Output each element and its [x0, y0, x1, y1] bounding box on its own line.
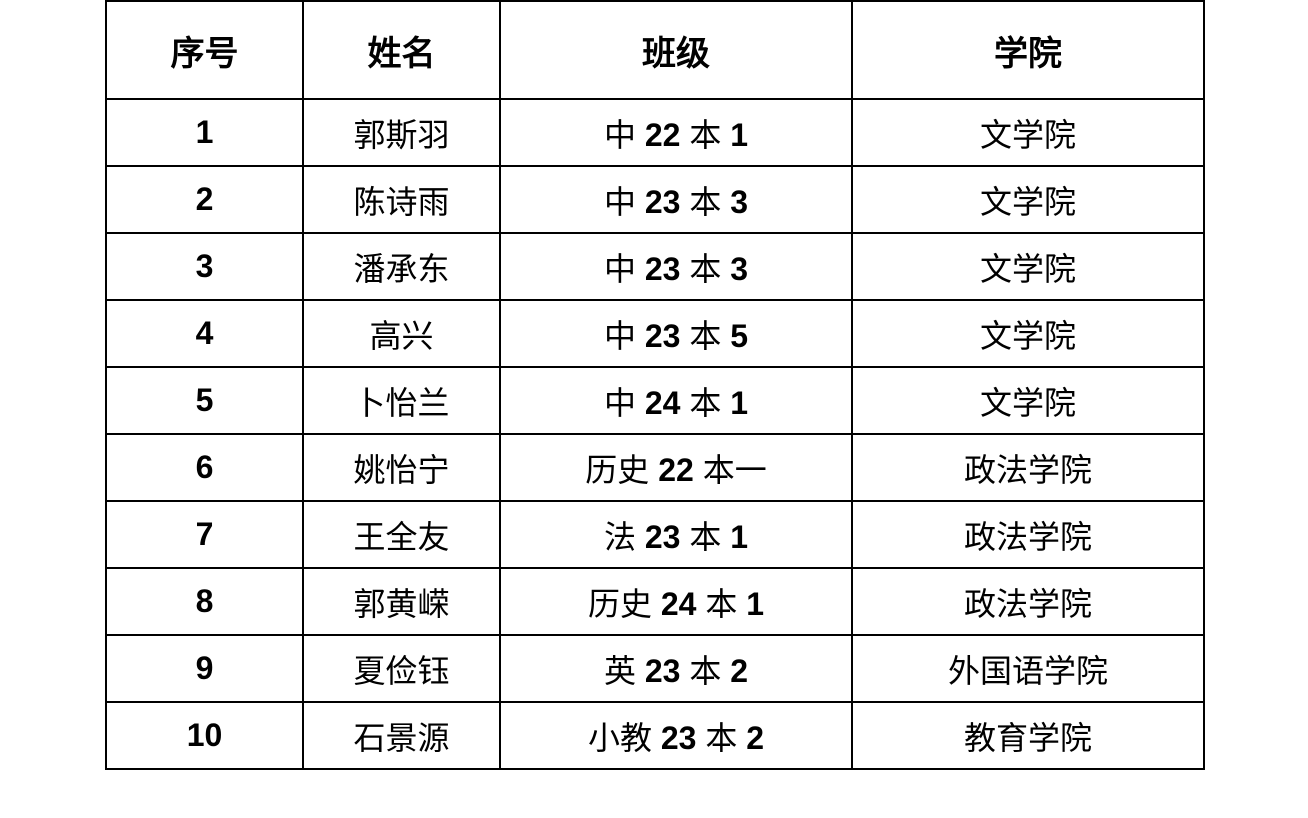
table-row: 8 郭黄嵘 历史 24 本 1 政法学院 [105, 567, 1205, 636]
cell-college: 外国语学院 [851, 634, 1205, 703]
cell-index: 10 [105, 701, 304, 770]
header-row: 序号 姓名 班级 学院 [105, 0, 1205, 100]
header-class: 班级 [499, 0, 853, 100]
cell-index: 7 [105, 500, 304, 569]
cell-name: 王全友 [302, 500, 501, 569]
cell-college: 文学院 [851, 366, 1205, 435]
cell-name: 姚怡宁 [302, 433, 501, 502]
table-row: 2 陈诗雨中 23 本 3 文学院 [105, 165, 1205, 234]
cell-name: 夏俭钰 [302, 634, 501, 703]
cell-name: 郭斯羽 [302, 98, 501, 167]
cell-index: 2 [105, 165, 304, 234]
cell-college: 文学院 [851, 232, 1205, 301]
cell-class: 英 23 本 2 [499, 634, 853, 703]
cell-index: 4 [105, 299, 304, 368]
cell-class: 小教 23 本 2 [499, 701, 853, 770]
table-row: 4 高兴中 23 本 5 文学院 [105, 299, 1205, 368]
cell-name: 卜怡兰 [302, 366, 501, 435]
cell-name: 高兴 [302, 299, 501, 368]
cell-name: 石景源 [302, 701, 501, 770]
table-row: 1 郭斯羽中 22 本 1 文学院 [105, 98, 1205, 167]
table-row: 5 卜怡兰中 24 本 1 文学院 [105, 366, 1205, 435]
cell-name: 郭黄嵘 [302, 567, 501, 636]
cell-class: 历史 24 本 1 [499, 567, 853, 636]
cell-college: 教育学院 [851, 701, 1205, 770]
cell-class: 中 22 本 1 [499, 98, 853, 167]
cell-index: 8 [105, 567, 304, 636]
cell-index: 1 [105, 98, 304, 167]
cell-college: 政法学院 [851, 433, 1205, 502]
cell-college: 文学院 [851, 165, 1205, 234]
cell-class: 历史 22 本一 [499, 433, 853, 502]
cell-index: 3 [105, 232, 304, 301]
cell-index: 9 [105, 634, 304, 703]
cell-index: 5 [105, 366, 304, 435]
table-row: 3 潘承东中 23 本 3 文学院 [105, 232, 1205, 301]
cell-class: 中 23 本 3 [499, 165, 853, 234]
cell-index: 6 [105, 433, 304, 502]
cell-college: 政法学院 [851, 567, 1205, 636]
cell-college: 政法学院 [851, 500, 1205, 569]
cell-class: 法 23 本 1 [499, 500, 853, 569]
header-index: 序号 [105, 0, 304, 100]
cell-class: 中 23 本 3 [499, 232, 853, 301]
header-name: 姓名 [302, 0, 501, 100]
table-row: 6 姚怡宁 历史 22 本一 政法学院 [105, 433, 1205, 502]
table-row: 7 王全友法 23 本 1 政法学院 [105, 500, 1205, 569]
cell-name: 陈诗雨 [302, 165, 501, 234]
cell-class: 中 23 本 5 [499, 299, 853, 368]
cell-college: 文学院 [851, 299, 1205, 368]
cell-class: 中 24 本 1 [499, 366, 853, 435]
cell-college: 文学院 [851, 98, 1205, 167]
table-row: 9 夏俭钰英 23 本 2 外国语学院 [105, 634, 1205, 703]
cell-name: 潘承东 [302, 232, 501, 301]
header-college: 学院 [851, 0, 1205, 100]
table-row: 10 石景源 小教 23 本 2 教育学院 [105, 701, 1205, 770]
